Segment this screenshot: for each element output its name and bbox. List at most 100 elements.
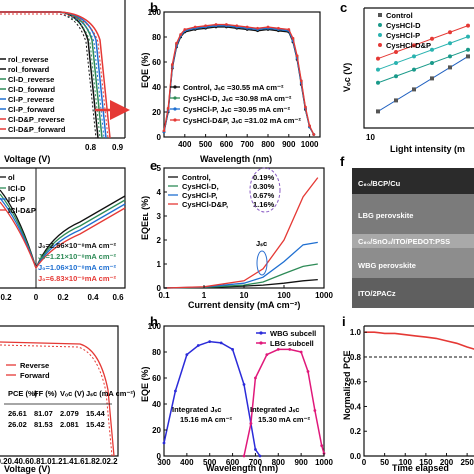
c-fit-3 [377,25,469,60]
e-jsc-label: Jₛᴄ [256,239,267,248]
d-xticks: 0.2 0 0.2 0.4 0.6 [0,293,124,302]
c-point [448,30,452,35]
g-reverse-curve [0,341,115,457]
h-point [242,383,246,386]
c-legend-marker [378,33,382,37]
b-point [166,106,170,110]
h-point [265,353,269,356]
a-xtick-0.9: 0.9 [112,143,124,152]
a-legend-item: Cl-D_reverse [8,75,54,84]
panel-f: f C₆₀/BCP/Cu LBG perovskite C₆₀/SnO₂/ITO/P… [340,154,474,308]
c-point [412,87,416,92]
c-point [394,61,398,65]
panel-e: e 0 1 2 3 4 5 0.1 1 10 100 1000 Control, 0.19% CysH… [140,158,333,310]
e-xtick-label: 1 [202,291,207,300]
b-yticks: 0 20 40 60 80 100 [148,8,167,142]
h-point [185,353,189,356]
b-legend-marker [173,96,177,100]
e-ytick-label: 5 [157,164,162,173]
f-layer-label: C₆₀/SnO₂/ITO/PEDOT:PSS [358,237,450,246]
a-legend-item: Cl-D&P_forward [8,125,66,134]
i-ylabel: Normalized PCE [342,350,352,420]
i-xtick-label: 200 [440,458,454,467]
b-point [312,133,316,136]
a-curve-3 [0,11,111,139]
h-point [162,441,166,445]
i-xlabel: Time elapsed [392,463,449,473]
h-xtick-label: 700 [249,458,263,467]
b-xtick-label: 900 [282,140,296,149]
b-legend-item: Control, Jₛᴄ =30.55 mA cm⁻² [183,83,284,92]
h-series-0 [163,340,261,457]
d-curve-3 [0,201,126,270]
g-forward-curve [0,344,113,457]
b-point [308,124,311,128]
h-xtick-label: 1000 [315,458,333,467]
d-xtick-label: 0.4 [87,293,99,302]
f-layer-label: C₆₀/BCP/Cu [358,179,401,188]
e-legend-item: CysHCl-P, [182,191,217,200]
a-legend: rol_reverserol_forwardCl-D_reverseCl-D_f… [0,55,66,134]
h-legend-marker [259,341,263,345]
e-ylabel: EQEᴇʟ (%) [140,196,150,240]
g-xtick-label: 1.8 [84,457,96,466]
i-xtick-label: 0 [362,458,367,467]
g-xtick-label: 2.0 [95,457,107,466]
h-yticks: 0 20 40 60 80 100 [148,322,167,461]
h-ytick-label: 60 [152,374,161,383]
g-table-cell: 15.44 [86,409,106,418]
b-axes [163,11,321,138]
c-plot [376,23,470,114]
panel-i: i 0.0 0.2 0.4 0.6 0.8 1.0 0 50 100 150 200 250 Nor… [342,314,474,473]
e-values-ellipse [249,167,281,213]
c-legend-item: CysHCl-D [386,21,421,30]
b-point [291,36,295,40]
h-point [208,340,212,343]
g-xtick-label: 1.4 [62,457,74,466]
g-xtick-label: 0.6 [18,457,30,466]
h-int2-l2: 15.30 mA cm⁻² [258,415,311,424]
b-point [235,24,239,28]
e-legend-item: Control, [182,173,211,182]
b-legend-item: CysHCl-D&P, Jₛᴄ =31.02 mA cm⁻² [183,116,301,125]
g-xtick-label: 0.8 [29,457,41,466]
h-ytick-label: 20 [152,426,161,435]
b-legend-item: CysHCl-D, Jₛᴄ =30.98 mA cm⁻² [183,94,292,103]
c-point [448,54,452,59]
g-table-cell: 26.61 [8,409,27,418]
e-legend-value: 0.19% [253,173,275,182]
g-legend-item: Forward [20,371,50,380]
b-series-3 [163,23,315,135]
b-xtick-label: 600 [220,140,234,149]
h-point [174,389,177,393]
d-legend-item: ICl-D&P [8,206,36,215]
f-layer-ito [352,234,474,248]
a-curve-f-0 [0,13,97,139]
h-point [313,409,317,412]
b-point [175,41,178,45]
c-point [430,47,434,52]
c-point [412,54,416,59]
e-legend-value: 0.30% [253,182,275,191]
f-layer-labels: C₆₀/BCP/Cu LBG perovskite C₆₀/SnO₂/ITO/PED… [358,179,450,298]
b-xtick-label: 700 [241,140,255,149]
panel-h: h 0 20 40 60 80 100 300 400 500 600 700 800 900 1000… [140,314,333,473]
i-ytick-label: 1.0 [350,328,362,337]
c-point [430,36,434,41]
g-xtick-label: 1.6 [73,457,85,466]
b-ytick-label: 60 [152,58,161,67]
d-j0-labels: J₀=2.56×10⁻⁸mA cm⁻² J₀=1.21×10⁻⁸mA cm⁻² J₀… [38,241,116,283]
b-xtick-label: 1000 [301,140,319,149]
c-point [376,80,380,85]
h-point [276,348,280,351]
i-ytick-label: 0.6 [350,378,362,387]
a-legend-item: Cl-P_reverse [8,95,54,104]
g-table: PCE (%)FF (%) Vₒᴄ (V) Jₛᴄ (mA cm⁻²) 26.61 81… [4,389,136,429]
h-point [249,422,253,425]
h-point [196,344,200,347]
c-legend-item: CysHCl-D&P [386,41,431,50]
c-point [412,43,416,48]
g-xlabel: Voltage (V) [4,464,50,474]
